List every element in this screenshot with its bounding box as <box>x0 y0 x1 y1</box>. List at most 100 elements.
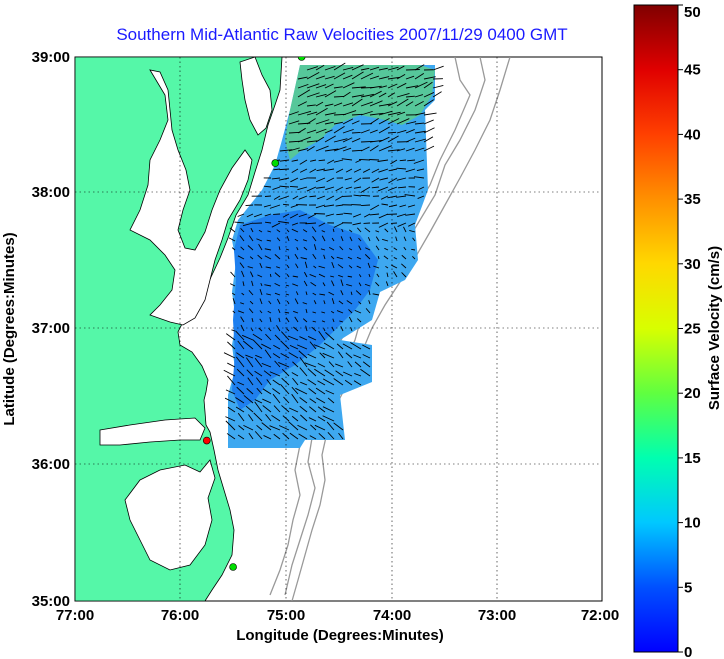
velocity-vector <box>370 204 380 211</box>
velocity-vector <box>332 318 335 323</box>
velocity-vector <box>260 282 263 287</box>
velocity-vector <box>240 227 245 233</box>
velocity-vector <box>335 363 344 368</box>
velocity-vector <box>361 204 371 206</box>
velocity-vector <box>250 328 254 332</box>
velocity-vector <box>378 117 390 125</box>
velocity-vector <box>293 310 299 314</box>
velocity-vector <box>414 138 427 143</box>
colorbar-tick-label: 25 <box>684 321 701 338</box>
velocity-vector <box>298 350 308 359</box>
velocity-vector <box>324 112 336 116</box>
velocity-vector <box>293 326 299 332</box>
velocity-vector <box>297 136 311 143</box>
velocity-vector <box>324 83 334 89</box>
x-tick-label: 77:00 <box>56 607 94 624</box>
velocity-vector <box>271 222 281 228</box>
velocity-vector <box>322 406 335 413</box>
velocity-vector <box>340 236 344 242</box>
velocity-vector <box>242 281 245 287</box>
velocity-vector <box>314 213 326 215</box>
velocity-vector <box>405 85 419 89</box>
velocity-vector <box>264 195 272 197</box>
velocity-vector <box>315 84 327 89</box>
velocity-vector <box>315 177 326 183</box>
velocity-vector <box>258 327 263 332</box>
velocity-vector <box>378 136 390 143</box>
velocity-vector <box>304 271 308 278</box>
velocity-vector <box>315 75 326 80</box>
velocity-vector <box>396 98 409 107</box>
y-axis-label: Latitude (Degrees:Minutes) <box>1 232 18 425</box>
velocity-vector <box>306 111 318 116</box>
velocity-vector <box>288 111 299 116</box>
velocity-vector <box>378 168 389 173</box>
velocity-vector <box>405 168 416 173</box>
velocity-vector <box>391 264 398 269</box>
velocity-vector <box>321 230 326 233</box>
velocity-vector <box>385 265 389 269</box>
velocity-vector <box>310 159 317 162</box>
velocity-vector <box>348 248 353 251</box>
velocity-vector <box>342 343 353 350</box>
velocity-vector <box>225 416 236 422</box>
velocity-vector <box>273 168 281 171</box>
velocity-vector <box>396 93 410 98</box>
x-axis: 77:00 76:00 75:00 74:00 73:00 72:00 Long… <box>56 607 619 644</box>
velocity-vector <box>258 229 263 233</box>
velocity-vector <box>387 92 396 98</box>
velocity-vector <box>369 140 383 143</box>
velocity-vector <box>272 379 281 386</box>
velocity-vector <box>264 255 272 260</box>
velocity-vector <box>375 281 380 287</box>
velocity-vector <box>321 320 326 323</box>
velocity-vector <box>266 293 272 296</box>
velocity-vector <box>246 388 254 395</box>
velocity-vector <box>305 325 308 332</box>
velocity-vector <box>369 159 380 161</box>
velocity-vector <box>409 229 416 233</box>
velocity-vector <box>276 298 281 305</box>
velocity-vector <box>261 422 272 431</box>
velocity-vector <box>414 130 426 134</box>
velocity-vector <box>272 186 281 190</box>
velocity-vector <box>377 159 389 162</box>
velocity-vector <box>365 308 371 314</box>
velocity-vector <box>274 282 281 287</box>
velocity-vector <box>298 213 308 218</box>
velocity-vector <box>294 298 299 305</box>
velocity-vector <box>338 300 344 305</box>
velocity-vector <box>282 203 290 206</box>
velocity-vector <box>267 230 272 233</box>
velocity-vector <box>274 360 281 368</box>
velocity-vector <box>418 186 425 191</box>
velocity-vector <box>423 92 435 98</box>
velocity-vector <box>377 186 389 192</box>
velocity-vector <box>369 145 379 152</box>
velocity-vector <box>318 222 326 227</box>
velocity-vector <box>414 94 424 98</box>
velocity-vector <box>302 239 308 242</box>
velocity-vector <box>324 148 339 152</box>
velocity-vector <box>312 320 317 323</box>
velocity-vector <box>245 204 254 206</box>
velocity-vector <box>387 66 399 71</box>
velocity-vector <box>346 283 353 287</box>
velocity-vector <box>237 213 245 217</box>
velocity-vector <box>240 302 245 305</box>
velocity-vector <box>324 103 334 107</box>
velocity-vector <box>360 146 370 152</box>
velocity-vector <box>396 129 407 134</box>
velocity-vector <box>341 228 344 233</box>
velocity-vector <box>405 75 415 80</box>
velocity-vector <box>305 308 308 314</box>
velocity-vector <box>245 357 254 368</box>
velocity-vector <box>367 236 371 242</box>
velocity-vector <box>248 235 254 242</box>
velocity-vector <box>348 265 353 269</box>
velocity-vector <box>313 344 326 350</box>
velocity-vector <box>387 83 398 89</box>
velocity-vector <box>292 195 299 200</box>
